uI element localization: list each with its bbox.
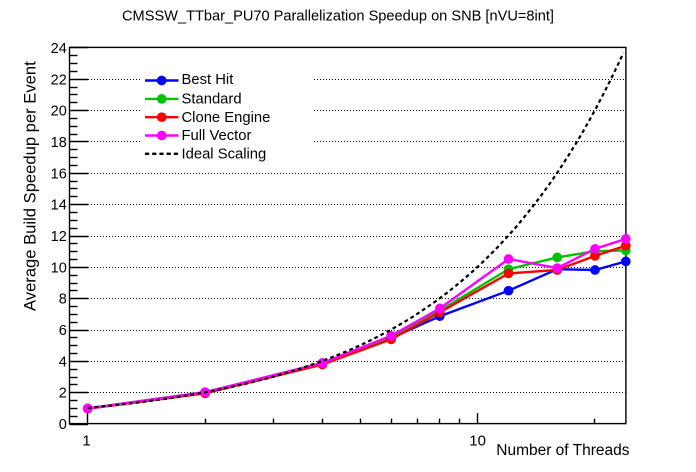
svg-text:Number of Threads: Number of Threads: [496, 442, 629, 459]
svg-text:8: 8: [59, 292, 67, 308]
svg-text:Full Vector: Full Vector: [182, 128, 252, 144]
svg-text:24: 24: [51, 41, 67, 57]
svg-text:22: 22: [51, 72, 67, 88]
svg-text:20: 20: [51, 104, 67, 120]
svg-text:1: 1: [82, 433, 90, 450]
svg-text:16: 16: [51, 166, 67, 182]
svg-text:0: 0: [59, 417, 67, 433]
svg-text:6: 6: [59, 323, 67, 339]
svg-text:2: 2: [59, 386, 67, 402]
svg-text:Clone Engine: Clone Engine: [182, 110, 271, 126]
svg-text:Average Build Speedup per Even: Average Build Speedup per Event: [21, 61, 40, 311]
svg-text:18: 18: [51, 135, 67, 151]
svg-text:Best Hit: Best Hit: [182, 72, 234, 88]
svg-text:CMSSW_TTbar_PU70 Parallelizati: CMSSW_TTbar_PU70 Parallelization Speedup…: [122, 9, 554, 25]
svg-text:14: 14: [51, 198, 67, 214]
svg-text:Standard: Standard: [182, 91, 242, 107]
svg-text:12: 12: [51, 229, 67, 245]
svg-text:4: 4: [59, 354, 67, 370]
svg-text:10: 10: [469, 433, 486, 450]
svg-text:10: 10: [51, 260, 67, 276]
svg-text:Ideal Scaling: Ideal Scaling: [182, 146, 267, 162]
